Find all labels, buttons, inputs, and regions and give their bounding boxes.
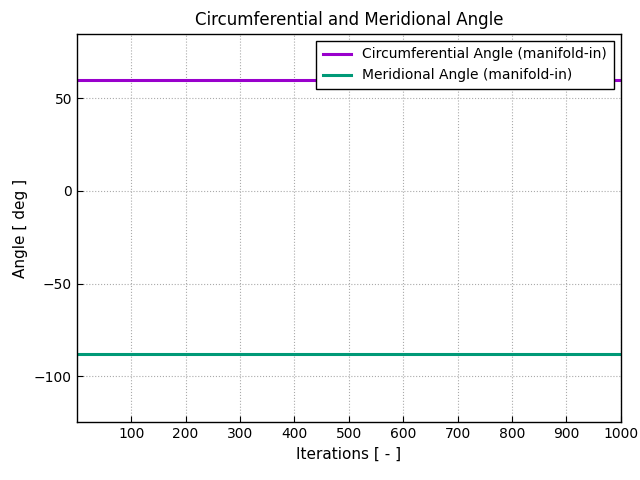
Legend: Circumferential Angle (manifold-in), Meridional Angle (manifold-in): Circumferential Angle (manifold-in), Mer… [316,40,614,89]
Y-axis label: Angle [ deg ]: Angle [ deg ] [13,179,28,277]
Title: Circumferential and Meridional Angle: Circumferential and Meridional Angle [195,11,503,29]
X-axis label: Iterations [ - ]: Iterations [ - ] [296,447,401,462]
